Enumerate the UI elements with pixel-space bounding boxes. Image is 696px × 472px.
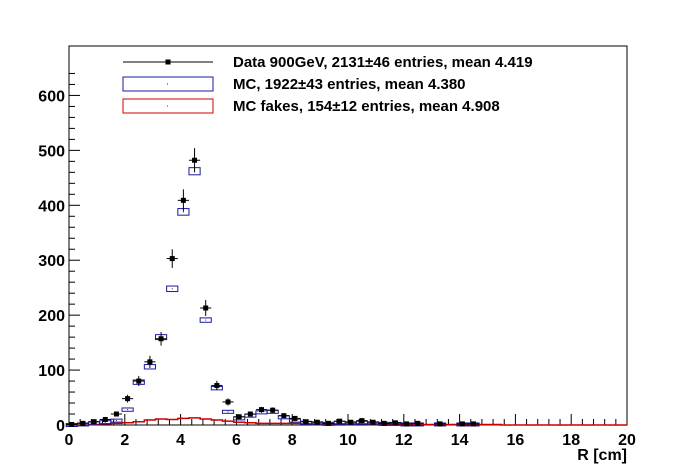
- legend-entry-label: Data 900GeV, 2131±46 entries, mean 4.419: [233, 54, 533, 71]
- y-tick-label: 500: [38, 143, 65, 160]
- x-tick-label: 20: [618, 432, 636, 449]
- mc-box: [121, 407, 134, 412]
- x-tick-label: 0: [65, 432, 74, 449]
- legend-fakes-marker: [167, 105, 168, 107]
- data-point: [69, 421, 75, 427]
- x-tick-label: 18: [562, 432, 580, 449]
- data-point: [459, 421, 465, 427]
- data-point: [392, 420, 398, 426]
- mc-fakes-step-line: [66, 417, 627, 426]
- data-point: [214, 382, 220, 388]
- legend-mc-marker: [167, 83, 168, 85]
- data-point: [359, 418, 365, 424]
- data-point: [91, 419, 97, 425]
- data-point: [136, 378, 142, 384]
- mc-box: [110, 418, 123, 423]
- x-tick-label: 4: [176, 432, 185, 449]
- data-point: [113, 411, 119, 417]
- x-tick-label: 10: [339, 432, 357, 449]
- legend-data-marker: [165, 59, 171, 65]
- mc-fakes-series: [66, 417, 627, 426]
- data-point: [415, 420, 421, 426]
- x-tick-label: 12: [395, 432, 413, 449]
- data-point: [314, 419, 320, 425]
- mc-box: [221, 409, 235, 414]
- x-tick-label: 2: [120, 432, 129, 449]
- data-point: [292, 415, 298, 421]
- data-point: [102, 417, 108, 423]
- data-point: [337, 418, 343, 424]
- y-tick-label: 400: [38, 198, 65, 215]
- legend-entry-label: MC, 1922±43 entries, mean 4.380: [233, 76, 466, 93]
- data-point: [203, 305, 209, 311]
- x-tick-label: 6: [232, 432, 241, 449]
- data-point: [125, 396, 131, 402]
- legend: Data 900GeV, 2131±46 entries, mean 4.419…: [122, 54, 533, 115]
- data-point: [180, 197, 186, 203]
- data-point: [158, 336, 164, 342]
- y-tick-label: 0: [56, 418, 65, 435]
- data-point: [437, 421, 443, 427]
- data-point: [80, 420, 86, 426]
- x-tick-label: 16: [507, 432, 525, 449]
- x-tick-label: 8: [288, 432, 297, 449]
- y-tick-label: 600: [38, 88, 65, 105]
- data-point: [370, 419, 376, 425]
- mc-box: [166, 285, 179, 293]
- data-point: [281, 413, 287, 419]
- data-point: [147, 359, 153, 365]
- y-tick-label: 200: [38, 308, 65, 325]
- x-axis-title: R [cm]: [577, 447, 627, 464]
- y-tick-label: 300: [38, 253, 65, 270]
- y-tick-label: 100: [38, 363, 65, 380]
- data-point: [471, 421, 477, 427]
- data-point: [381, 420, 387, 426]
- mc-series: [65, 167, 480, 427]
- data-point: [325, 420, 331, 426]
- data-point: [192, 157, 198, 163]
- data-point: [404, 421, 410, 427]
- data-point: [270, 407, 276, 413]
- legend-fakes-box: [122, 98, 214, 114]
- data-series: [66, 148, 480, 427]
- legend-entry-label: MC fakes, 154±12 entries, mean 4.908: [233, 98, 500, 115]
- data-point: [225, 399, 231, 405]
- data-point: [259, 407, 265, 413]
- x-tick-label: 14: [451, 432, 469, 449]
- data-point: [169, 256, 175, 262]
- data-point: [247, 411, 253, 417]
- mc-box: [199, 317, 212, 323]
- data-point: [348, 419, 354, 425]
- data-point: [236, 414, 242, 420]
- data-point: [303, 419, 309, 425]
- legend-mc-box: [122, 76, 214, 92]
